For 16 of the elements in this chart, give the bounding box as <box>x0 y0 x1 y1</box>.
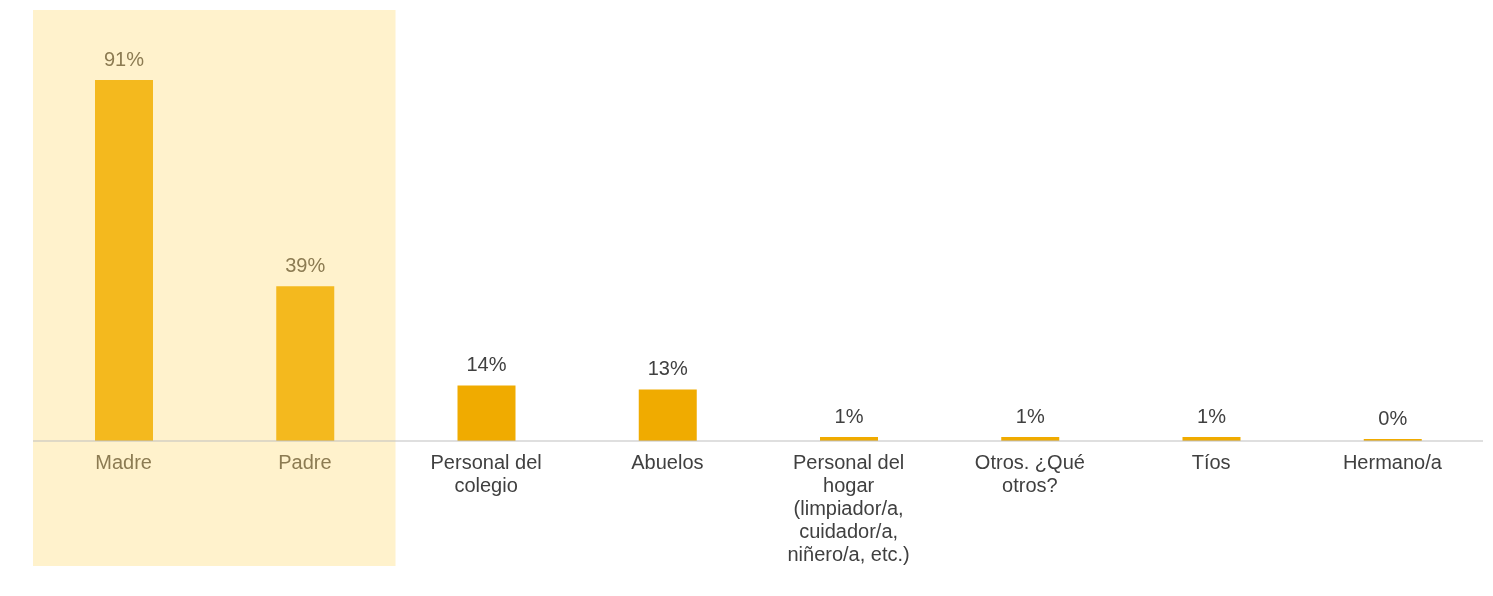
x-tick-label: Padre <box>278 451 332 473</box>
data-label: 91% <box>103 48 145 70</box>
data-label: 14% <box>466 353 507 376</box>
x-tick-label: Abuelos <box>631 451 704 473</box>
x-tick-label: Otros. ¿Qué otros? <box>974 451 1085 496</box>
data-label: 13% <box>647 357 688 380</box>
data-label: 0% <box>1378 407 1408 429</box>
x-tick-label: Personal del hogar (limpiador/a, cuidador/a, niñero/a, etc.) <box>787 451 910 565</box>
data-label: 1% <box>1015 405 1045 428</box>
x-tick-label: Personal del colegio <box>430 451 542 496</box>
x-tick-label: Tíos <box>1191 451 1231 473</box>
data-label: 1% <box>834 405 864 428</box>
data-label: 1% <box>1197 405 1227 428</box>
x-tick-label: Madre <box>95 451 152 473</box>
x-tick-label: Hermano/a <box>1342 451 1443 473</box>
data-label: 39% <box>285 254 326 277</box>
